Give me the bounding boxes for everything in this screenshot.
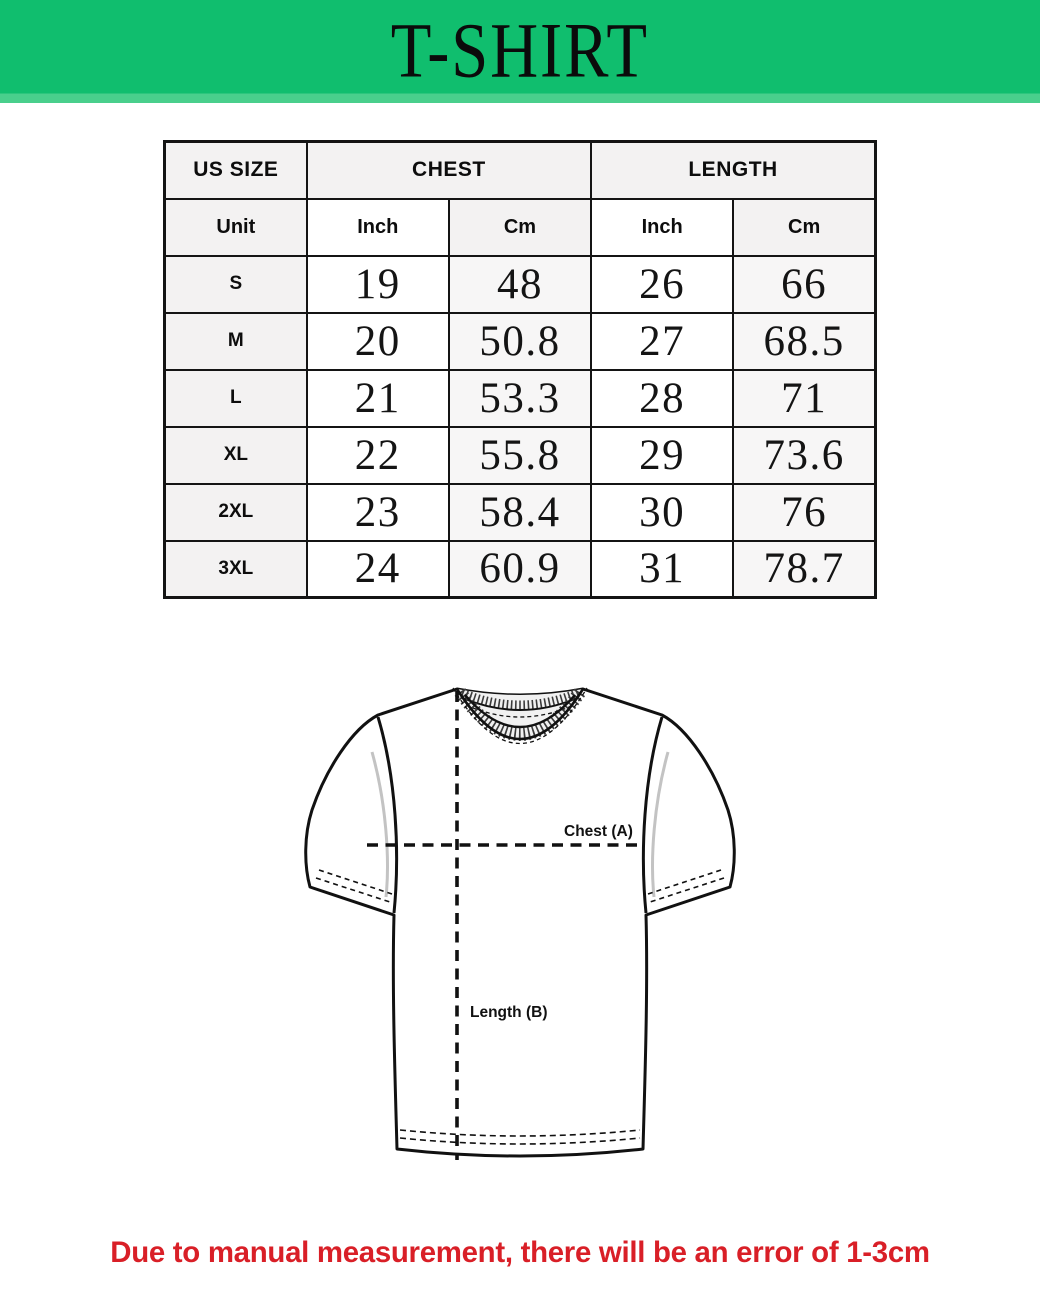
size-cell: 3XL (163, 539, 308, 599)
chest-inch-value: 19 (305, 254, 450, 314)
front-collar-rib (454, 688, 586, 741)
right-armhole-shadow (651, 751, 670, 898)
length-inch-label: Inch (590, 197, 735, 257)
header-length: LENGTH (590, 140, 877, 200)
chest-inch-value: 22 (305, 425, 450, 485)
collar-outer-edge (455, 688, 585, 741)
chest-inch-value: 24 (305, 539, 450, 599)
measurement-disclaimer: Due to manual measurement, there will be… (110, 1236, 930, 1269)
left-armhole-seam (376, 716, 399, 914)
chest-inch-value: 23 (305, 482, 450, 542)
length-cm-value: 73.6 (732, 425, 877, 485)
chest-cm-value: 53.3 (447, 368, 593, 428)
chest-inch-value: 20 (305, 311, 450, 371)
chest-cm-value: 55.8 (447, 425, 593, 485)
length-inch-value: 28 (590, 368, 735, 428)
chest-measure-label: Chest (A) (564, 823, 633, 840)
length-cm-value: 78.7 (732, 539, 877, 599)
chest-cm-value: 50.8 (447, 311, 593, 371)
size-chart-table: US SIZE CHEST LENGTH Unit Inch Cm Inch C… (163, 140, 877, 599)
left-sleeve-stitch (315, 869, 393, 903)
unit-label: Unit (163, 197, 308, 257)
right-armhole-seam (641, 716, 664, 914)
back-collar-rib (460, 688, 580, 710)
length-inch-value: 29 (590, 425, 735, 485)
table-header-row: US SIZE CHEST LENGTH (163, 140, 877, 200)
length-inch-value: 30 (590, 482, 735, 542)
title-banner: T-SHIRT (0, 0, 1040, 103)
header-chest: CHEST (305, 140, 593, 200)
chest-inch-label: Inch (305, 197, 450, 257)
collar-outer-stitch (452, 687, 588, 744)
collar-inner-edge (464, 694, 576, 729)
table-row: XL 22 55.8 29 73.6 (163, 425, 877, 485)
chest-cm-value: 58.4 (447, 482, 593, 542)
left-armhole-shadow (370, 751, 389, 898)
table-row: M 20 50.8 27 68.5 (163, 311, 877, 371)
length-inch-value: 27 (590, 311, 735, 371)
size-cell: S (163, 254, 308, 314)
tshirt-diagram-section: Chest (A) Length (B) (0, 647, 1040, 1192)
chest-cm-value: 60.9 (447, 539, 593, 599)
length-cm-value: 66 (732, 254, 877, 314)
chest-cm-label: Cm (447, 197, 593, 257)
table-row: 3XL 24 60.9 31 78.7 (163, 539, 877, 599)
page-title: T-SHIRT (390, 7, 650, 95)
size-cell: M (163, 311, 308, 371)
table-row: L 21 53.3 28 71 (163, 368, 877, 428)
length-cm-value: 68.5 (732, 311, 877, 371)
chest-cm-value: 48 (447, 254, 593, 314)
length-measure-label: Length (B) (470, 1004, 547, 1021)
length-inch-value: 26 (590, 254, 735, 314)
chest-inch-value: 21 (305, 368, 450, 428)
length-inch-value: 31 (590, 539, 735, 599)
size-cell: L (163, 368, 308, 428)
table-row: 2XL 23 58.4 30 76 (163, 482, 877, 542)
length-cm-value: 71 (732, 368, 877, 428)
right-sleeve-stitch (647, 869, 725, 903)
table-row: S 19 48 26 66 (163, 254, 877, 314)
bottom-hem-stitch (399, 1129, 641, 1145)
table-unit-row: Unit Inch Cm Inch Cm (163, 197, 877, 257)
length-cm-value: 76 (732, 482, 877, 542)
size-cell: 2XL (163, 482, 308, 542)
size-table-section: US SIZE CHEST LENGTH Unit Inch Cm Inch C… (0, 140, 1040, 599)
size-cell: XL (163, 425, 308, 485)
tshirt-diagram: Chest (A) Length (B) (304, 687, 736, 1160)
header-us-size: US SIZE (163, 140, 308, 200)
length-cm-label: Cm (732, 197, 877, 257)
tshirt-outline (304, 687, 736, 1158)
